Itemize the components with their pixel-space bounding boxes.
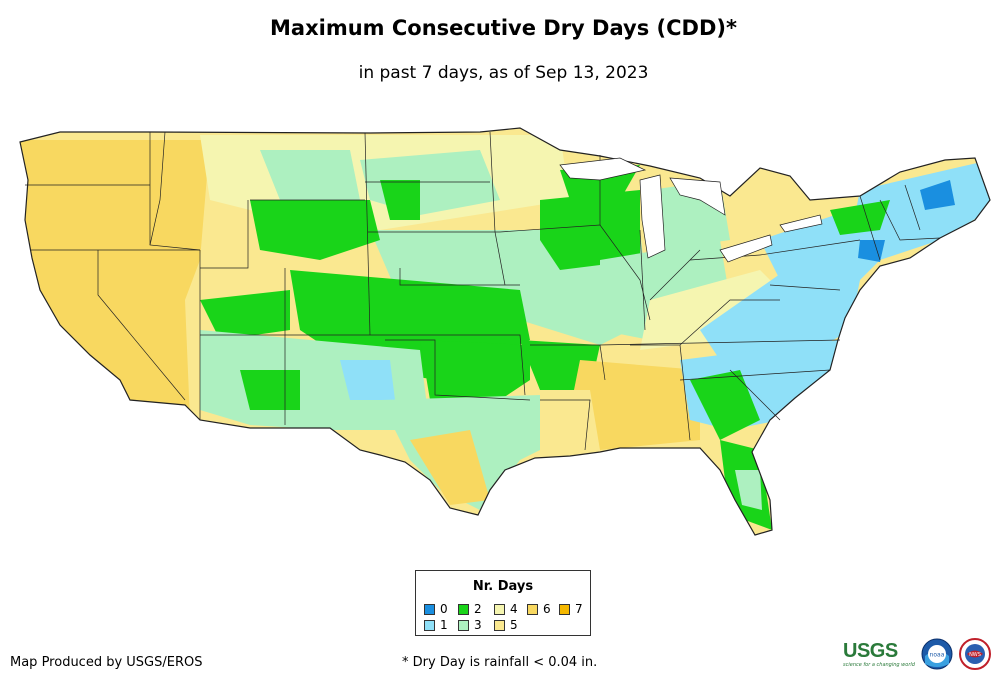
map-legend: Nr. Days 0 1 2 3 4 5 6 7 <box>415 570 591 636</box>
legend-swatch <box>494 603 505 615</box>
legend-label: 2 <box>474 602 482 616</box>
legend-label: 3 <box>474 618 482 632</box>
usgs-tagline: science for a changing world <box>843 661 915 668</box>
legend-item-2: 2 <box>458 602 482 616</box>
legend-swatch <box>458 619 469 631</box>
legend-item-4: 4 <box>494 602 518 616</box>
usgs-logo: USGS science for a changing world <box>843 641 915 668</box>
nws-logo-icon: NWS <box>958 638 991 670</box>
nws-logo-label: NWS <box>969 652 981 658</box>
legend-label: 7 <box>575 602 583 616</box>
legend-swatch <box>458 603 469 615</box>
legend-label: 5 <box>510 618 518 632</box>
legend-item-1: 1 <box>424 618 448 632</box>
dry-day-note: * Dry Day is rainfall < 0.04 in. <box>402 655 598 670</box>
legend-swatch <box>527 603 538 615</box>
legend-label: 4 <box>510 602 518 616</box>
map-title: Maximum Consecutive Dry Days (CDD)* <box>270 16 737 40</box>
legend-item-5: 5 <box>494 618 518 632</box>
noaa-logo-label: noaa <box>930 652 945 659</box>
state-boundaries <box>25 131 941 451</box>
legend-label: 6 <box>543 602 551 616</box>
legend-item-7: 7 <box>559 602 583 616</box>
noaa-logo-icon: noaa <box>921 638 953 670</box>
legend-item-3: 3 <box>458 618 482 632</box>
legend-item-0: 0 <box>424 602 448 616</box>
great-lakes <box>559 157 823 263</box>
usgs-wordmark: USGS <box>843 639 898 662</box>
agency-logos: USGS science for a changing world noaa N… <box>843 638 991 670</box>
legend-swatch <box>559 603 570 615</box>
legend-title: Nr. Days <box>472 579 534 594</box>
legend-swatch <box>424 619 435 631</box>
producer-credit: Map Produced by USGS/EROS <box>10 655 203 670</box>
legend-item-6: 6 <box>527 602 551 616</box>
legend-label: 0 <box>440 602 448 616</box>
map-subtitle: in past 7 days, as of Sep 13, 2023 <box>358 63 649 83</box>
legend-swatch <box>494 619 505 631</box>
legend-swatch <box>424 603 435 615</box>
legend-label: 1 <box>440 618 448 632</box>
cdd-map <box>19 127 991 536</box>
us-outline <box>19 127 991 536</box>
